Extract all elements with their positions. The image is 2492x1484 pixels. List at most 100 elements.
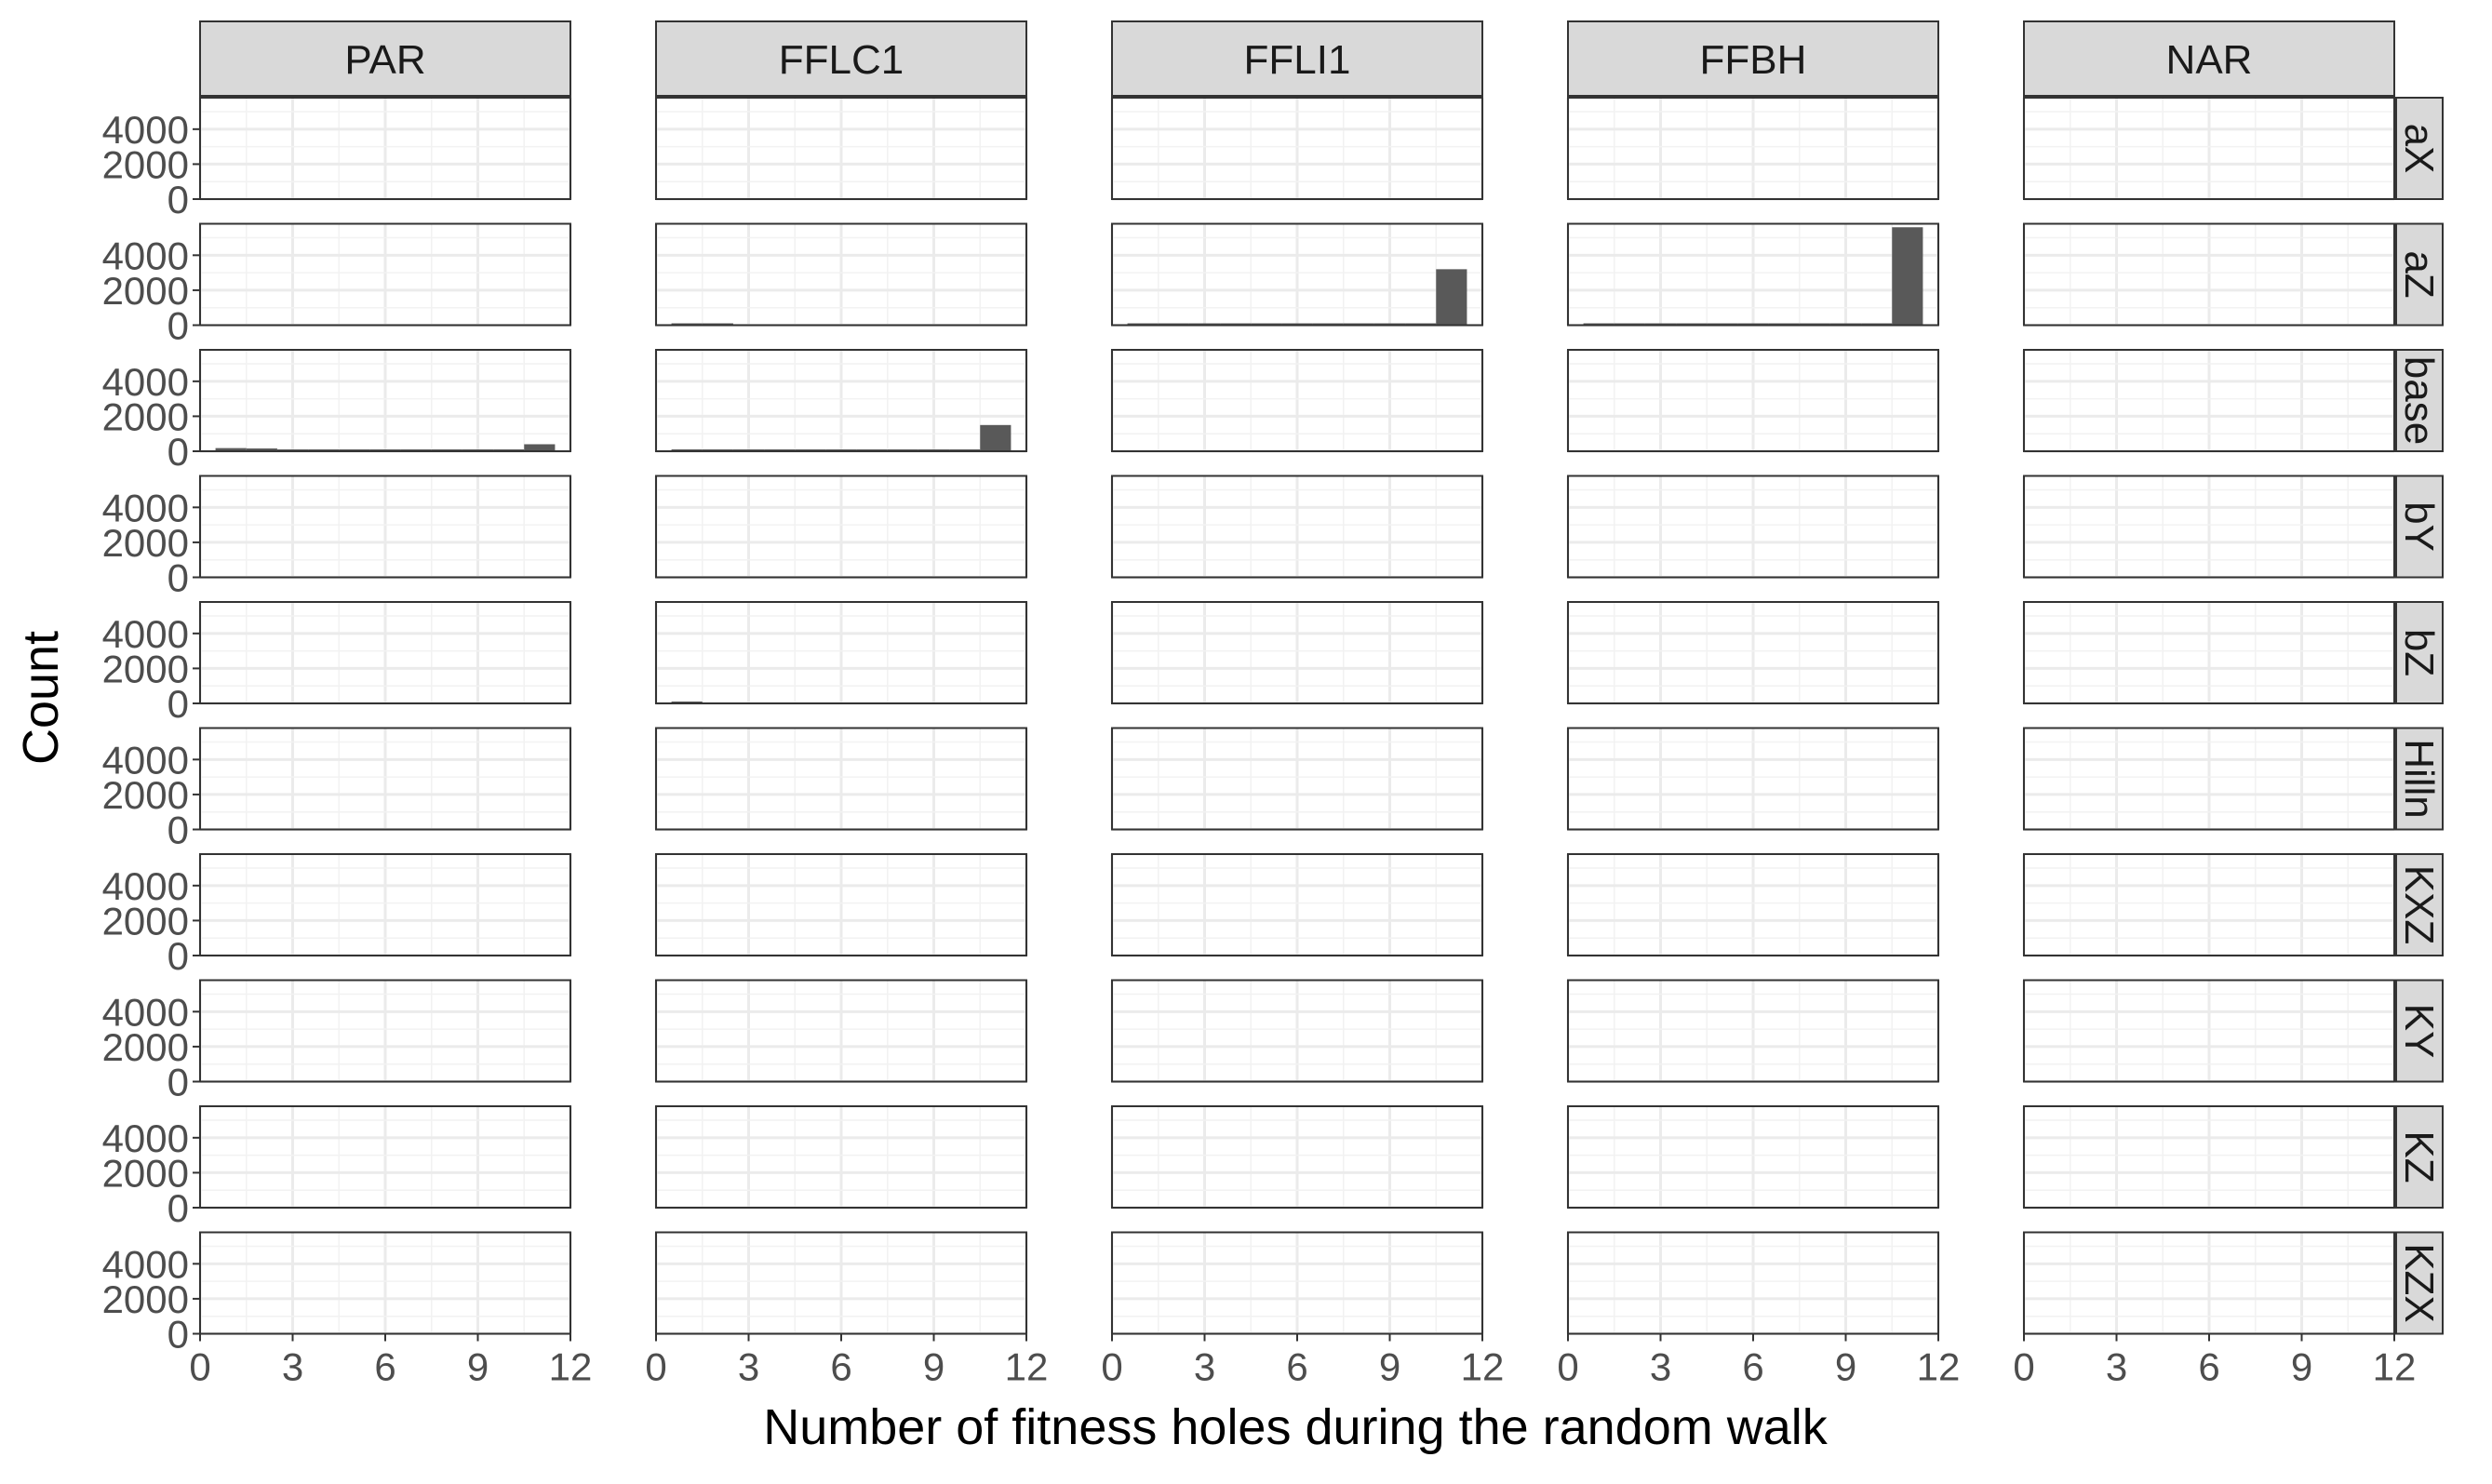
row-strip-label: bZ xyxy=(2396,629,2442,676)
x-tick-label: 3 xyxy=(2106,1345,2127,1389)
panel-border xyxy=(199,475,571,579)
y-tick-label: 4000 xyxy=(102,1242,189,1286)
x-tick-label: 9 xyxy=(1379,1345,1400,1389)
panel-border xyxy=(2023,1105,2395,1209)
x-tick-label: 12 xyxy=(2373,1345,2417,1389)
column-strip-label: PAR xyxy=(344,37,425,83)
x-tick-label: 9 xyxy=(2291,1345,2312,1389)
y-tick-label: 0 xyxy=(167,556,189,600)
y-tick-label: 0 xyxy=(167,430,189,474)
y-tick-label: 2000 xyxy=(102,1277,189,1321)
panel-border xyxy=(1567,979,1939,1083)
y-tick-label: 0 xyxy=(167,934,189,978)
x-tick-label: 12 xyxy=(1917,1345,1961,1389)
panel-border xyxy=(655,475,1027,579)
row-strip-label: aX xyxy=(2396,124,2442,174)
panel-border xyxy=(2023,727,2395,831)
x-tick-label: 6 xyxy=(1286,1345,1307,1389)
panel-border xyxy=(1111,979,1483,1083)
x-tick-label: 6 xyxy=(830,1345,851,1389)
panel-border xyxy=(1567,1105,1939,1209)
row-strip xyxy=(2395,475,2444,579)
row-strip-label: bY xyxy=(2396,501,2442,552)
panel-border xyxy=(2023,853,2395,956)
row-strip xyxy=(2395,979,2444,1083)
panel-border xyxy=(1111,222,1483,327)
x-tick-label: 3 xyxy=(1194,1345,1215,1389)
x-tick-label: 3 xyxy=(1650,1345,1671,1389)
panel-border xyxy=(655,853,1027,956)
bar-FFBH-aZ-11 xyxy=(1892,227,1923,326)
y-tick-label: 4000 xyxy=(102,234,189,277)
x-tick-label: 0 xyxy=(189,1345,210,1389)
y-tick-label: 2000 xyxy=(102,647,189,690)
panel-border xyxy=(1567,475,1939,579)
y-tick-label: 0 xyxy=(167,1313,189,1357)
y-tick-label: 2000 xyxy=(102,1025,189,1069)
column-strip-label: NAR xyxy=(2166,37,2253,83)
panel-border xyxy=(2023,349,2395,452)
y-tick-label: 4000 xyxy=(102,108,189,152)
panel-border xyxy=(2023,979,2395,1083)
row-strip xyxy=(2395,222,2444,327)
y-tick-label: 0 xyxy=(167,178,189,221)
x-tick-label: 6 xyxy=(374,1345,395,1389)
y-tick-label: 2000 xyxy=(102,1151,189,1195)
bar-PAR-base-1 xyxy=(215,448,247,451)
y-tick-label: 2000 xyxy=(102,394,189,438)
bar-FFLC1-base-11 xyxy=(980,424,1012,451)
panel-border xyxy=(199,97,571,200)
x-tick-label: 0 xyxy=(645,1345,666,1389)
row-strip xyxy=(2395,349,2444,452)
column-strip xyxy=(655,20,1027,97)
column-strip-label: FFLI1 xyxy=(1244,37,1351,83)
panel-border xyxy=(655,601,1027,704)
x-tick-label: 12 xyxy=(1461,1345,1505,1389)
bar-PAR-base-11 xyxy=(524,444,556,451)
panel-border xyxy=(655,222,1027,327)
column-strip xyxy=(199,20,571,97)
panel-border xyxy=(655,349,1027,452)
panel-border xyxy=(655,727,1027,831)
row-strip-label: KY xyxy=(2396,1004,2442,1059)
panel-border xyxy=(2023,222,2395,327)
row-strip xyxy=(2395,1105,2444,1209)
panel-border xyxy=(1111,349,1483,452)
x-tick-label: 6 xyxy=(1742,1345,1763,1389)
panel-border xyxy=(1567,222,1939,327)
y-tick-label: 4000 xyxy=(102,486,189,529)
x-tick-label: 9 xyxy=(467,1345,489,1389)
panel-border xyxy=(199,979,571,1083)
column-strip xyxy=(1567,20,1939,97)
x-tick-label: 9 xyxy=(1835,1345,1856,1389)
panel-border xyxy=(2023,475,2395,579)
bar-FFLI1-aZ-11 xyxy=(1436,269,1467,326)
row-strip xyxy=(2395,601,2444,704)
row-strip-label: KXZ xyxy=(2396,865,2442,945)
panel-border xyxy=(199,727,571,831)
panel-border xyxy=(199,1105,571,1209)
panel-border xyxy=(199,601,571,704)
y-tick-label: 2000 xyxy=(102,899,189,943)
panel-border xyxy=(1567,601,1939,704)
y-tick-label: 2000 xyxy=(102,773,189,817)
panel-border xyxy=(1111,853,1483,956)
y-tick-label: 4000 xyxy=(102,1116,189,1160)
panel-border xyxy=(199,853,571,956)
y-tick-label: 4000 xyxy=(102,360,189,404)
row-strip-label: KZX xyxy=(2396,1243,2442,1323)
y-tick-label: 2000 xyxy=(102,269,189,313)
row-strip-label: base xyxy=(2396,356,2442,445)
panel-border xyxy=(1111,1105,1483,1209)
x-tick-label: 3 xyxy=(738,1345,759,1389)
panel-border xyxy=(1567,853,1939,956)
bar-PAR-base-2 xyxy=(246,448,277,451)
panel-border xyxy=(199,222,571,327)
panel-border xyxy=(655,979,1027,1083)
y-tick-label: 4000 xyxy=(102,990,189,1034)
panel-border xyxy=(2023,97,2395,200)
panel-border xyxy=(655,97,1027,200)
y-tick-label: 4000 xyxy=(102,864,189,908)
